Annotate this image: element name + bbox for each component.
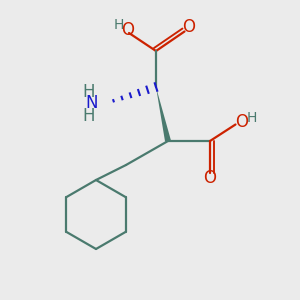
Text: H: H [82, 83, 95, 101]
Text: O: O [203, 169, 217, 187]
Text: O: O [235, 112, 248, 130]
Text: N: N [85, 94, 98, 112]
Text: O: O [121, 21, 134, 39]
Polygon shape [156, 87, 171, 142]
Text: O: O [182, 18, 196, 36]
Text: H: H [82, 106, 95, 124]
Text: H: H [247, 111, 257, 125]
Text: H: H [113, 18, 124, 32]
